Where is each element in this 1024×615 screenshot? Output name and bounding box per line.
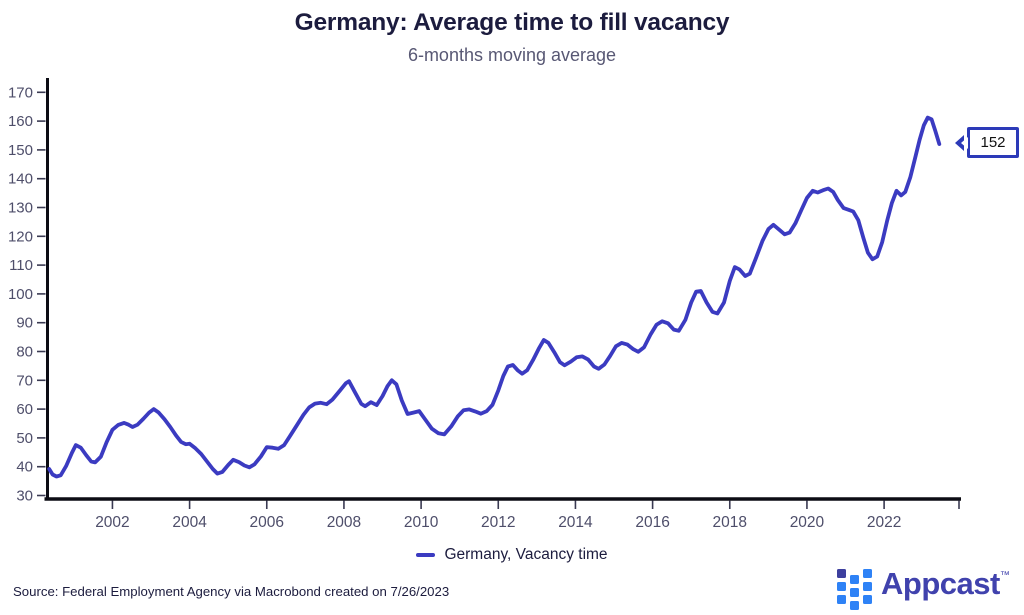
vacancy-time-series-line bbox=[47, 115, 942, 479]
legend-line-swatch bbox=[416, 552, 436, 558]
y-tick-label: 140 bbox=[8, 171, 33, 188]
y-tick-label: 40 bbox=[16, 459, 33, 476]
legend-series-label: Germany, Vacancy time bbox=[444, 546, 608, 563]
x-tick-label: 2022 bbox=[867, 514, 901, 531]
x-tick-label: 2008 bbox=[327, 514, 361, 531]
y-tick-label: 90 bbox=[16, 315, 33, 332]
chart-title: Germany: Average time to fill vacancy bbox=[294, 9, 730, 36]
y-tick-label: 170 bbox=[8, 84, 33, 101]
appcast-wordmark: Appcast bbox=[881, 566, 1000, 601]
x-tick-label: 2014 bbox=[558, 514, 593, 531]
y-tick-label: 50 bbox=[16, 430, 33, 447]
x-tick-label: 2006 bbox=[250, 514, 284, 531]
source-note: Source: Federal Employment Agency via Ma… bbox=[13, 584, 450, 599]
y-tick-label: 60 bbox=[16, 401, 33, 418]
y-tick-label: 110 bbox=[9, 257, 33, 274]
x-tick-label: 2020 bbox=[790, 514, 825, 531]
x-tick-label: 2012 bbox=[481, 514, 515, 531]
y-tick-label: 130 bbox=[8, 200, 33, 217]
y-tick-label: 80 bbox=[16, 344, 33, 361]
x-tick-label: 2018 bbox=[713, 514, 747, 531]
y-tick-label: 120 bbox=[8, 228, 33, 245]
appcast-logo-icon bbox=[837, 569, 872, 610]
x-tick-label: 2002 bbox=[95, 514, 129, 531]
y-tick-label: 100 bbox=[8, 286, 33, 303]
chart-legend: Germany, Vacancy time bbox=[0, 546, 1024, 564]
x-tick-label: 2016 bbox=[635, 514, 669, 531]
latest-value-label: 152 bbox=[980, 134, 1006, 151]
y-tick-label: 70 bbox=[16, 372, 33, 389]
y-tick-label: 160 bbox=[8, 113, 33, 130]
x-tick-label: 2004 bbox=[172, 514, 207, 531]
y-tick-label: 30 bbox=[16, 488, 33, 505]
chart-subtitle: 6-months moving average bbox=[407, 45, 617, 65]
x-tick-label: 2010 bbox=[404, 514, 439, 531]
appcast-logo: Appcast ™ bbox=[836, 566, 1010, 612]
y-tick-label: 150 bbox=[8, 142, 33, 159]
latest-value-callout: 152 bbox=[967, 127, 1019, 158]
trademark-symbol: ™ bbox=[999, 570, 1010, 581]
